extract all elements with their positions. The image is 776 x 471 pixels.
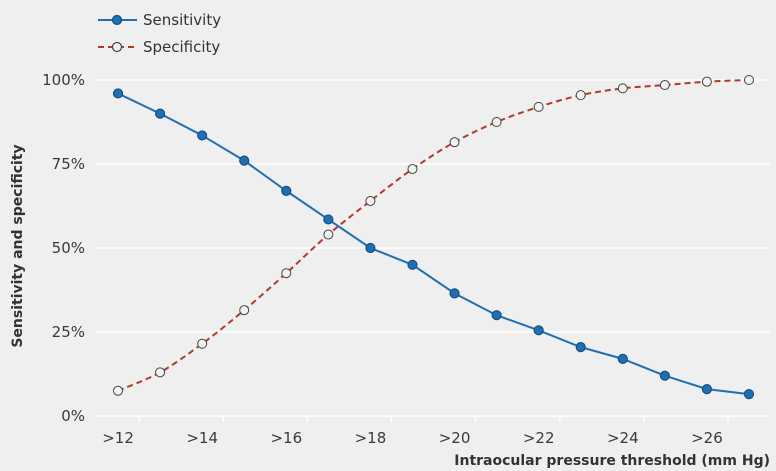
sensitivity-line [117, 92, 750, 396]
sensitivity-legend-label: Sensitivity [143, 11, 221, 29]
y-tick-label: 75% [52, 155, 85, 173]
grid-lines [97, 79, 770, 333]
sensitivity-point [617, 353, 628, 364]
x-tick-label: >18 [355, 429, 387, 447]
sensitivity-point [491, 310, 502, 321]
x-tick-label: >14 [186, 429, 218, 447]
specificity-point [407, 164, 418, 175]
sensitivity-point [197, 130, 208, 141]
sensitivity-point [407, 259, 418, 270]
x-tick-label: >22 [523, 429, 555, 447]
y-tick-label: 100% [42, 71, 85, 89]
sensitivity-legend-marker [111, 14, 123, 26]
specificity-point [701, 76, 712, 87]
sensitivity-point [449, 288, 460, 299]
x-tick-label: >12 [102, 429, 134, 447]
y-axis-title: Sensitivity and specificity [10, 144, 26, 347]
specificity-point [155, 367, 166, 378]
sensitivity-point [239, 155, 250, 166]
specificity-point [113, 385, 124, 396]
x-tick-label: >20 [439, 429, 471, 447]
specificity-line [117, 79, 750, 392]
sensitivity-point [659, 370, 670, 381]
x-axis-title: Intraocular pressure threshold (mm Hg) [454, 453, 770, 469]
sensitivity-point [743, 389, 755, 400]
specificity-point [365, 195, 376, 206]
sensitivity-point [701, 384, 713, 395]
series-lines [112, 75, 755, 400]
specificity-point [197, 338, 208, 349]
legend: Sensitivity Specificity [98, 11, 221, 56]
specificity-legend-label: Specificity [143, 38, 220, 56]
specificity-point [323, 229, 334, 240]
specificity-legend-marker [111, 41, 123, 53]
x-tick-label: >26 [691, 429, 723, 447]
specificity-point [743, 75, 754, 85]
y-tick-label: 0% [61, 407, 85, 425]
specificity-point [239, 305, 250, 316]
sensitivity-point [281, 185, 292, 196]
specificity-point [533, 101, 544, 112]
sensitivity-point [365, 242, 376, 254]
specificity-point [575, 90, 586, 101]
specificity-point [281, 268, 292, 279]
specificity-point [659, 80, 670, 91]
x-tick-label: >16 [270, 429, 302, 447]
sensitivity-point [323, 214, 334, 225]
y-tick-label: 50% [52, 239, 85, 257]
axes: 0% 25% 50% 75% 100% >12 >14 >16 >18 >20 >22 >24 >26 [42, 71, 770, 447]
sensitivity-point [154, 108, 166, 119]
specificity-point [617, 83, 628, 94]
y-tick-label: 25% [52, 323, 85, 341]
x-tick-label: >24 [607, 429, 639, 447]
sensitivity-point [533, 325, 544, 336]
specificity-point [491, 117, 502, 127]
sensitivity-point [575, 342, 586, 353]
specificity-point [449, 137, 460, 148]
sensitivity-point [112, 88, 124, 99]
